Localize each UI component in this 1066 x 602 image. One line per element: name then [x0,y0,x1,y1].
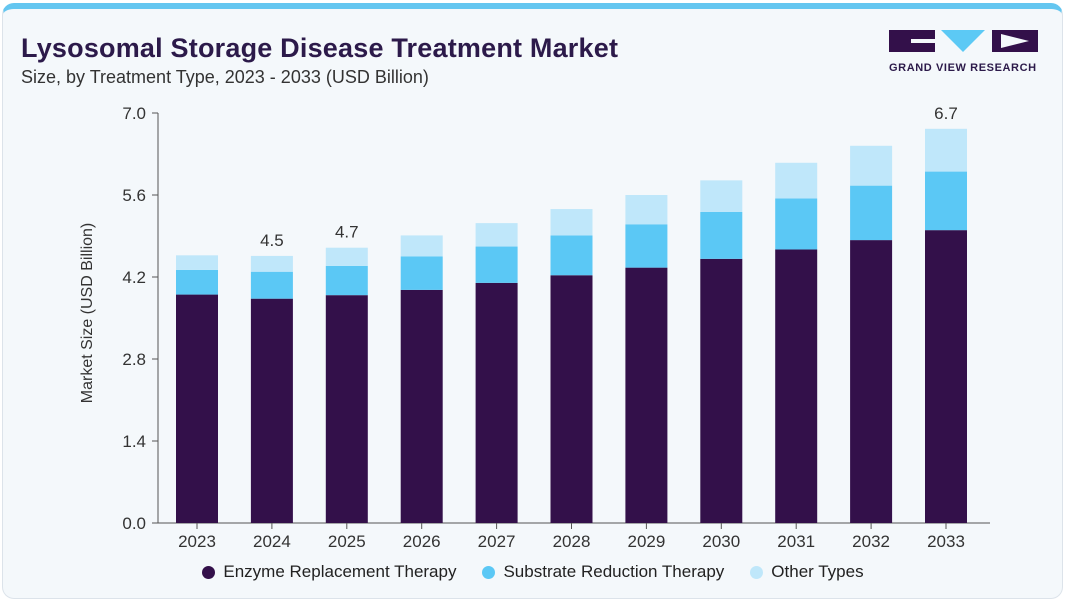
y-axis-label: Market Size (USD Billion) [79,223,96,403]
bar-segment-1 [700,211,743,259]
chart-legend: Enzyme Replacement Therapy Substrate Redu… [0,562,1066,582]
x-tick-label: 2029 [627,532,665,551]
bar-segment-2 [775,162,818,199]
x-tick-label: 2032 [852,532,890,551]
bar-segment-0 [176,294,218,523]
y-tick-label: 2.8 [122,350,146,369]
bar-segment-2 [250,255,293,272]
bar-segment-1 [176,269,218,295]
x-tick-label: 2025 [328,532,366,551]
legend-item: Substrate Reduction Therapy [482,562,724,582]
y-tick-label: 1.4 [122,432,146,451]
y-tick-label: 4.2 [122,268,146,287]
data-label: 4.5 [260,231,284,250]
bar-segment-2 [325,247,368,266]
bar-segment-1 [925,171,967,231]
bar-segment-2 [176,255,218,270]
bar-segment-2 [625,195,668,225]
x-tick-label: 2027 [478,532,516,551]
y-tick-label: 0.0 [122,514,146,533]
bar-segment-2 [475,223,518,247]
bar-segment-1 [325,265,368,296]
data-label: 6.7 [934,104,958,123]
bar-segment-2 [925,128,967,172]
bar-segment-0 [475,282,518,523]
bar-segment-1 [475,246,518,283]
bar-segment-1 [400,256,443,290]
bar-segment-0 [325,295,368,523]
bar-segment-0 [925,230,967,523]
bar-segment-2 [850,145,893,186]
x-tick-label: 2030 [702,532,740,551]
x-tick-label: 2023 [178,532,216,551]
legend-label: Other Types [771,562,864,581]
x-tick-label: 2033 [927,532,965,551]
bar-segment-2 [400,235,443,257]
bar-segment-2 [550,209,593,236]
legend-item: Other Types [750,562,864,582]
bar-segment-0 [625,267,668,523]
bar-segment-1 [625,224,668,268]
bar-segment-1 [775,198,818,250]
bar-segment-0 [775,249,818,523]
bar-segment-0 [400,289,443,523]
chart-title: Lysosomal Storage Disease Treatment Mark… [21,33,619,63]
y-tick-label: 7.0 [122,104,146,123]
data-label: 4.7 [335,223,359,242]
bar-segment-1 [850,185,893,241]
y-tick-label: 5.6 [122,186,146,205]
legend-label: Enzyme Replacement Therapy [223,562,457,581]
bar-segment-0 [700,258,743,523]
x-tick-label: 2031 [777,532,815,551]
x-tick-label: 2026 [403,532,441,551]
chart-subtitle: Size, by Treatment Type, 2023 - 2033 (US… [21,67,429,87]
legend-label: Substrate Reduction Therapy [503,562,725,581]
x-tick-label: 2024 [253,532,291,551]
legend-swatch [202,565,216,579]
brand-name: GRAND VIEW RESEARCH [889,62,1037,74]
bar-segment-1 [550,235,593,276]
x-tick-label: 2028 [553,532,591,551]
legend-swatch [750,565,764,579]
bar-segment-0 [550,275,593,523]
legend-item: Enzyme Replacement Therapy [202,562,456,582]
bar-segment-2 [700,180,743,212]
bar-segment-1 [250,271,293,299]
grand-view-research-logo [889,30,1038,52]
bar-segment-0 [850,240,893,523]
legend-swatch [482,565,496,579]
bar-segment-0 [250,298,293,523]
